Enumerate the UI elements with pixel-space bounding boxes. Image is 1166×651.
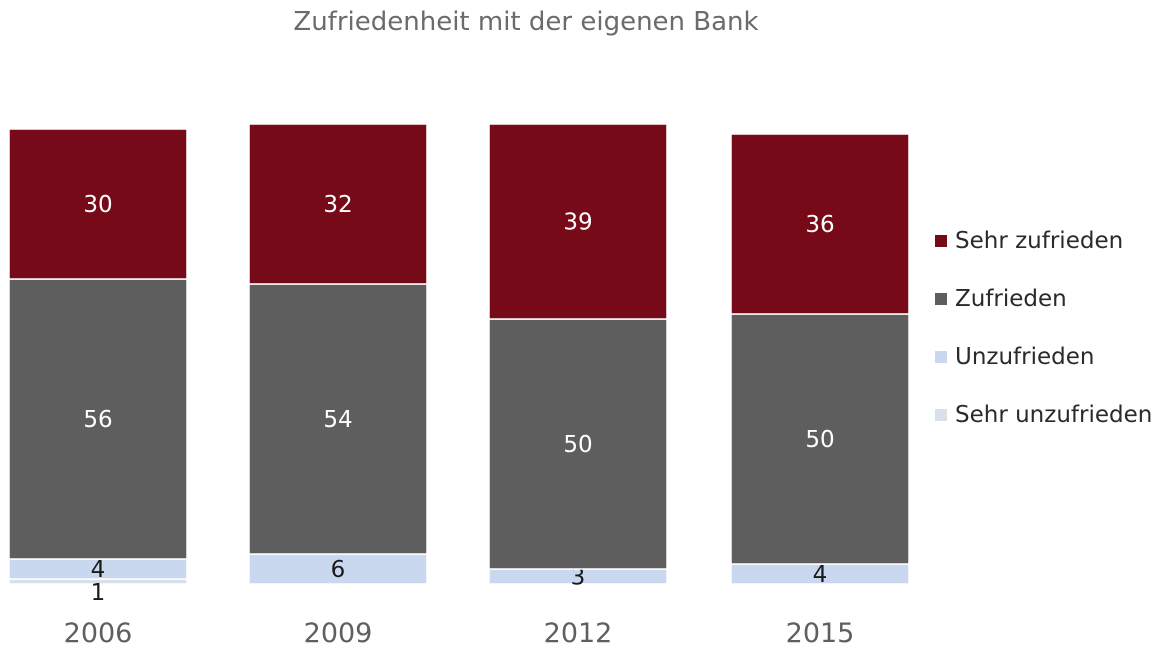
- data-label-unzufrieden-2006: 4: [91, 557, 106, 583]
- legend-swatch-sehr-unzufrieden: [935, 409, 947, 421]
- data-label-sehr-zufrieden-2012: 39: [563, 210, 592, 236]
- data-label-sehr-unzufrieden-2006: 1: [91, 580, 106, 606]
- bar-segment-sehr-zufrieden-2012: [488, 123, 668, 320]
- chart-title: Zufriedenheit mit der eigenen Bank: [293, 7, 758, 37]
- x-tick-label-2009: 2009: [304, 618, 373, 649]
- data-label-unzufrieden-2012: 3: [571, 565, 586, 591]
- bar-segment-zufrieden-2006: [8, 278, 188, 560]
- category-labels: 2006 2009 2012 2015: [64, 618, 855, 649]
- data-label-unzufrieden-2015: 4: [813, 562, 828, 588]
- data-label-sehr-zufrieden-2006: 30: [83, 192, 112, 218]
- bar-segment-zufrieden-2012: [488, 318, 668, 570]
- data-label-zufrieden-2009: 54: [323, 407, 352, 433]
- legend-swatch-zufrieden: [935, 293, 947, 305]
- legend-swatch-sehr-zufrieden: [935, 235, 947, 247]
- bar-segment-sehr-zufrieden-2009: [248, 123, 428, 285]
- x-tick-label-2006: 2006: [64, 618, 133, 649]
- data-label-sehr-zufrieden-2015: 36: [805, 212, 834, 238]
- legend: Sehr zufrieden Zufrieden Unzufrieden Sehr u…: [935, 228, 1152, 428]
- data-label-zufrieden-2015: 50: [805, 427, 834, 453]
- data-label-zufrieden-2006: 56: [83, 407, 112, 433]
- bar-segment-zufrieden-2015: [730, 313, 910, 565]
- bar-segment-sehr-zufrieden-2006: [8, 128, 188, 280]
- legend-label-sehr-zufrieden: Sehr zufrieden: [955, 228, 1123, 254]
- legend-swatch-unzufrieden: [935, 351, 947, 363]
- legend-label-zufrieden: Zufrieden: [955, 286, 1067, 312]
- data-label-zufrieden-2012: 50: [563, 432, 592, 458]
- legend-label-sehr-unzufrieden: Sehr unzufrieden: [955, 402, 1152, 428]
- bar-segment-zufrieden-2009: [248, 283, 428, 555]
- x-tick-label-2015: 2015: [786, 618, 855, 649]
- legend-label-unzufrieden: Unzufrieden: [955, 344, 1094, 370]
- data-label-sehr-zufrieden-2009: 32: [323, 192, 352, 218]
- bar-segment-sehr-zufrieden-2015: [730, 133, 910, 315]
- bar-segment-unzufrieden-2009: [248, 553, 428, 585]
- x-tick-label-2012: 2012: [544, 618, 613, 649]
- data-label-unzufrieden-2009: 6: [331, 557, 346, 583]
